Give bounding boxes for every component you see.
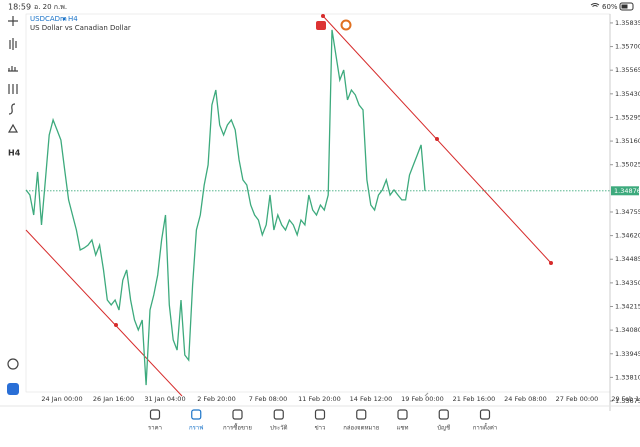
toolbar-timeframe[interactable]: H4 — [8, 149, 21, 158]
tab-icon[interactable] — [479, 409, 491, 420]
tab-label[interactable]: กราฟ — [189, 425, 203, 432]
date: อ. 20 ก.พ. — [34, 3, 67, 11]
timeframe[interactable]: H4 — [68, 15, 78, 23]
x-tick-label: 26 Jan 16:00 — [93, 395, 134, 403]
chart-type-tool[interactable] — [9, 38, 17, 50]
left-toolbar — [7, 16, 19, 370]
symbol-description: US Dollar vs Canadian Dollar — [30, 24, 131, 32]
x-tick-label: 24 Jan 00:00 — [41, 395, 82, 403]
x-tick-label: 21 Feb 16:00 — [453, 395, 496, 403]
battery-level: 60% — [602, 3, 618, 11]
objects-tool[interactable] — [8, 84, 18, 94]
y-tick-label: 1.34350 — [615, 279, 640, 287]
tab-icon[interactable] — [356, 409, 367, 420]
tab-label[interactable]: บัญชี — [437, 424, 450, 432]
current-price-label: 1.34876 — [614, 187, 640, 195]
event-marker[interactable] — [340, 19, 352, 31]
x-tick-label: 11 Feb 20:00 — [298, 395, 341, 403]
tab-label[interactable]: กล่องจดหมาย — [343, 425, 379, 432]
y-tick-label: 1.33675 — [615, 397, 640, 405]
separator-dot — [62, 17, 66, 21]
x-tick-label: 24 Feb 08:00 — [504, 395, 547, 403]
trend-point — [114, 323, 118, 327]
function-tool[interactable] — [8, 103, 16, 115]
x-tick-label: 2 Feb 20:00 — [197, 395, 236, 403]
current-price-box — [611, 186, 639, 196]
battery-icon — [619, 2, 634, 11]
x-tick-label: 19 Feb 00:00 — [401, 395, 444, 403]
y-tick-label: 1.35565 — [615, 66, 640, 74]
trend-point — [549, 261, 553, 265]
tab-label[interactable]: ข่าว — [315, 425, 326, 432]
price-line — [25, 29, 426, 386]
tab-bar: ราคา กราฟ การซื้อขาย ประวัติ ข่าว กล่องจดหมาย… — [148, 409, 497, 432]
tab-label[interactable]: ราคา — [148, 425, 162, 432]
y-tick-label: 1.33810 — [615, 373, 640, 381]
symbol[interactable]: USDCADm — [30, 15, 67, 23]
app-icon[interactable] — [7, 383, 19, 395]
trend-point — [321, 14, 325, 18]
y-tick-label: 1.35835 — [615, 19, 640, 27]
indicators-tool[interactable] — [8, 66, 18, 72]
y-tick-label: 1.34620 — [615, 232, 640, 240]
scroll-marker — [424, 392, 429, 397]
tab-icon[interactable] — [191, 409, 202, 420]
crosshair-tool[interactable] — [8, 16, 18, 26]
x-tick-label: 31 Jan 04:00 — [144, 395, 185, 403]
tab-icon[interactable] — [273, 409, 284, 420]
y-tick-label: 1.35295 — [615, 113, 640, 121]
trend-point — [435, 137, 439, 141]
y-tick-label: 1.35430 — [615, 90, 640, 98]
shapes-tool[interactable] — [7, 123, 19, 133]
tab-icon[interactable] — [438, 409, 449, 420]
x-tick-label: 27 Feb 00:00 — [556, 395, 599, 403]
tab-label[interactable]: แชท — [397, 425, 409, 432]
y-tick-label: 1.35160 — [615, 137, 640, 145]
x-tick-label: 29 Feb 16: — [611, 395, 640, 403]
y-tick-label: 1.34080 — [615, 326, 640, 334]
tab-label[interactable]: การตั้งค่า — [473, 422, 497, 432]
y-tick-label: 1.34485 — [615, 255, 640, 263]
plot: 1.35835 1.35700 1.35565 1.35430 1.35295 1.351… — [25, 19, 640, 405]
y-tick-label: 1.34215 — [615, 302, 640, 310]
trend-line — [25, 229, 183, 397]
search-tool[interactable] — [7, 358, 19, 370]
y-tick-label: 1.33945 — [615, 350, 640, 358]
x-tick-label: 14 Feb 12:00 — [350, 395, 393, 403]
wifi-icon — [590, 3, 600, 7]
tab-icon[interactable] — [149, 409, 161, 420]
tab-icon[interactable] — [314, 409, 326, 420]
x-tick-label: 7 Feb 08:00 — [249, 395, 288, 403]
clock: 18:59 — [8, 3, 31, 12]
y-tick-label: 1.35025 — [615, 161, 640, 169]
battery-fill — [621, 4, 628, 9]
trend-lines — [25, 14, 553, 397]
tab-label[interactable]: การซื้อขาย — [223, 422, 252, 432]
tab-icon[interactable] — [232, 409, 243, 420]
event-flag[interactable] — [316, 21, 326, 30]
y-tick-label: 1.35700 — [615, 43, 640, 51]
y-tick-label: 1.34755 — [615, 208, 640, 216]
tab-icon[interactable] — [397, 409, 408, 420]
tab-label[interactable]: ประวัติ — [270, 425, 288, 432]
